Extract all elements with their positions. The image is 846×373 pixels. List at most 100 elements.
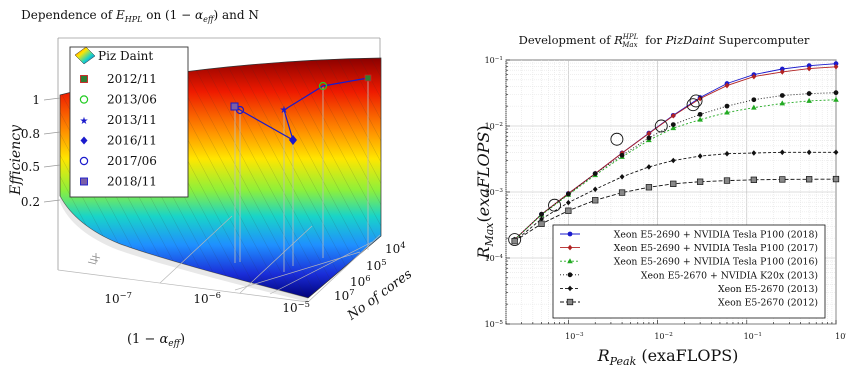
- data-point: [724, 103, 730, 109]
- data-point: [723, 177, 731, 184]
- series-3: [511, 96, 839, 242]
- data-point: [670, 112, 676, 119]
- legend-label: Xeon E5-2690 + NVIDIA Tesla P100 (2018): [614, 230, 818, 241]
- y-tick-label: 10−4: [485, 254, 504, 263]
- legend-marker: [79, 95, 89, 104]
- y-tick-label: 10−1: [485, 56, 503, 65]
- x-tick-label: 10−5: [282, 299, 310, 315]
- data-point: [618, 189, 626, 196]
- data-point: [751, 97, 757, 103]
- legend-marker: [79, 156, 89, 166]
- legend-marker: [566, 298, 574, 306]
- data-point: [670, 125, 677, 131]
- data-point: [751, 104, 757, 110]
- data-point: [538, 220, 545, 227]
- legend-marker: [567, 285, 573, 292]
- data-point: [751, 73, 757, 80]
- legend-label: Xeon E5-2690 + NVIDIA Tesla P100 (2017): [614, 243, 818, 254]
- legend-marker: [80, 136, 88, 145]
- highlight-circle: [548, 198, 561, 212]
- series-5: [512, 149, 839, 244]
- legend-label: Xeon E5-2690 + NVIDIA Tesla P100 (2016): [614, 257, 818, 268]
- data-point: [696, 178, 704, 185]
- data-point: [670, 180, 677, 187]
- legend: Xeon E5-2690 + NVIDIA Tesla P100 (2018) X…: [552, 224, 826, 319]
- data-point: [592, 197, 599, 204]
- data-point: [565, 199, 571, 206]
- data-point: [724, 150, 730, 157]
- z-ticks: 1 0.8 0.5 0.2: [21, 93, 61, 209]
- floor-markers: [87, 253, 101, 265]
- legend-marker: ★: [80, 116, 89, 127]
- data-point: [779, 69, 785, 75]
- point-2016-11: [289, 135, 297, 145]
- axis-ticks: 10−3 10−2 10−1 100 10−1 10−2 10−3 10−4 10−5: [485, 56, 846, 341]
- x-axis-label: RPeak (exaFLOPS): [597, 346, 739, 368]
- point-2018-11: [230, 102, 239, 111]
- highlight-circle: [689, 94, 703, 108]
- data-point: [645, 184, 653, 191]
- data-point: [806, 63, 812, 69]
- legend-label: 2013/06: [107, 93, 157, 107]
- z-tick-label: 0.2: [21, 195, 40, 209]
- legend-marker: [80, 177, 88, 186]
- data-point: [592, 186, 598, 193]
- z-tick-label: 1: [32, 93, 40, 107]
- point-2012-11: [364, 74, 372, 82]
- point-2013-06: [318, 81, 328, 91]
- surface-chart: Dependence of EHPL on (1 − αeff) and N: [8, 8, 415, 349]
- x-tick-label: 10−3: [565, 332, 584, 341]
- x-tick-label: 10−7: [104, 290, 132, 306]
- data-point: [750, 176, 758, 183]
- data-point: [805, 176, 813, 183]
- data-point: [565, 191, 571, 197]
- z-tick-mark: [43, 97, 61, 101]
- legend-marker: [567, 272, 573, 278]
- point-2013-11: ★: [280, 105, 289, 116]
- y-tick-label: 106: [350, 273, 371, 289]
- data-point: [833, 61, 839, 67]
- x-ticks: 10−7 10−6 10−5: [104, 290, 310, 315]
- data-point: [779, 93, 785, 98]
- data-point: [539, 211, 544, 217]
- legend-marker: [567, 231, 573, 237]
- y-tick-label: 10−3: [485, 188, 504, 197]
- x-axis-label: (1 − αeff): [127, 332, 185, 349]
- legend-marker: [80, 75, 88, 83]
- data-point: [779, 66, 785, 72]
- data-point: [646, 130, 652, 137]
- highlight-circle: [686, 98, 700, 112]
- legend-label: 2013/11: [107, 113, 157, 127]
- left-chart-title: Dependence of EHPL on (1 − αeff) and N: [21, 8, 259, 24]
- legend-label: 2017/06: [107, 154, 157, 168]
- data-point: [779, 176, 786, 183]
- y-tick-label: 107: [334, 287, 355, 303]
- series-line: [514, 99, 837, 240]
- legend-label: Xeon E5-2670 (2012): [718, 298, 818, 309]
- y-tick-label: 104: [385, 240, 406, 256]
- data-point: [833, 90, 839, 96]
- data-point: [511, 238, 518, 245]
- series-group: [511, 61, 840, 245]
- legend: Piz Daint 2012/11 2013/06 ★ 2013/11 2016/11 2…: [69, 46, 189, 198]
- y-tick-label: 10−5: [485, 320, 504, 329]
- data-point: [806, 65, 812, 72]
- y-tick-label: 105: [366, 257, 387, 273]
- data-point: [697, 111, 703, 117]
- data-point: [833, 63, 839, 70]
- z-tick-mark: [43, 164, 61, 168]
- legend-marker: [567, 244, 573, 251]
- data-point: [833, 149, 839, 156]
- data-point: [670, 157, 676, 164]
- series-6: [511, 175, 840, 245]
- legend-label: 2018/11: [107, 175, 157, 189]
- drop-lines: [234, 78, 369, 272]
- data-point: [751, 150, 757, 156]
- legend-box: [552, 224, 826, 319]
- data-point: [806, 91, 812, 96]
- z-tick-label: 0.5: [21, 160, 40, 174]
- surface-base: [60, 196, 308, 302]
- data-point: [724, 109, 730, 115]
- data-point: [619, 152, 625, 158]
